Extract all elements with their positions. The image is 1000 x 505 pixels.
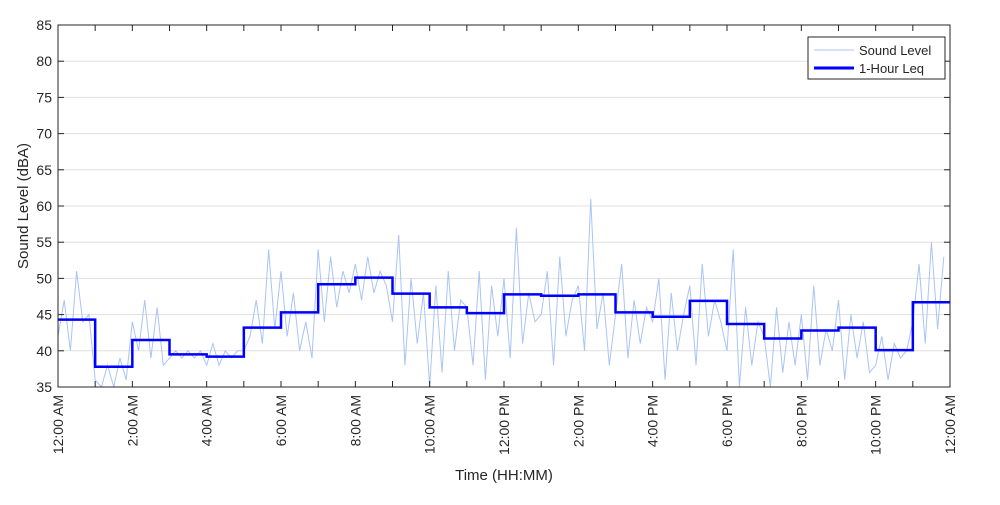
y-tick-label: 45	[36, 307, 52, 323]
y-tick-label: 65	[36, 162, 52, 178]
x-tick-label: 8:00 PM	[793, 395, 809, 447]
sound-level-line	[58, 199, 944, 387]
sound-level-series	[58, 199, 944, 387]
y-tick-label: 50	[36, 270, 52, 286]
y-tick-label: 55	[36, 234, 52, 250]
x-tick-label: 10:00 PM	[868, 395, 884, 455]
x-tick-label: 12:00 PM	[496, 395, 512, 455]
x-tick-label: 10:00 AM	[422, 395, 438, 454]
x-tick-label: 6:00 PM	[719, 395, 735, 447]
y-tick-label: 70	[36, 126, 52, 142]
legend-label-leq: 1-Hour Leq	[859, 61, 924, 76]
x-tick-label: 12:00 AM	[50, 395, 66, 454]
x-tick-label: 4:00 PM	[645, 395, 661, 447]
y-tick-label: 60	[36, 198, 52, 214]
x-tick-label: 12:00 AM	[942, 395, 958, 454]
x-tick-label: 8:00 AM	[347, 395, 363, 446]
y-tick-label: 85	[36, 17, 52, 33]
y-tick-label: 75	[36, 89, 52, 105]
y-tick-label: 80	[36, 53, 52, 69]
legend: Sound Level 1-Hour Leq	[808, 37, 945, 79]
x-axis-label: Time (HH:MM)	[455, 467, 553, 484]
legend-label-sound-level: Sound Level	[859, 43, 931, 58]
x-tick-label: 4:00 AM	[199, 395, 215, 446]
y-tick-label: 35	[36, 379, 52, 395]
y-tick-label: 40	[36, 343, 52, 359]
x-tick-label: 2:00 PM	[570, 395, 586, 447]
x-tick-label: 2:00 AM	[124, 395, 140, 446]
x-tick-label: 6:00 AM	[273, 395, 289, 446]
x-axis-ticks: 12:00 AM 2:00 AM 4:00 AM 6:00 AM 8:00 AM 10:0…	[50, 25, 958, 455]
y-axis-label: Sound Level (dBA)	[15, 143, 32, 269]
